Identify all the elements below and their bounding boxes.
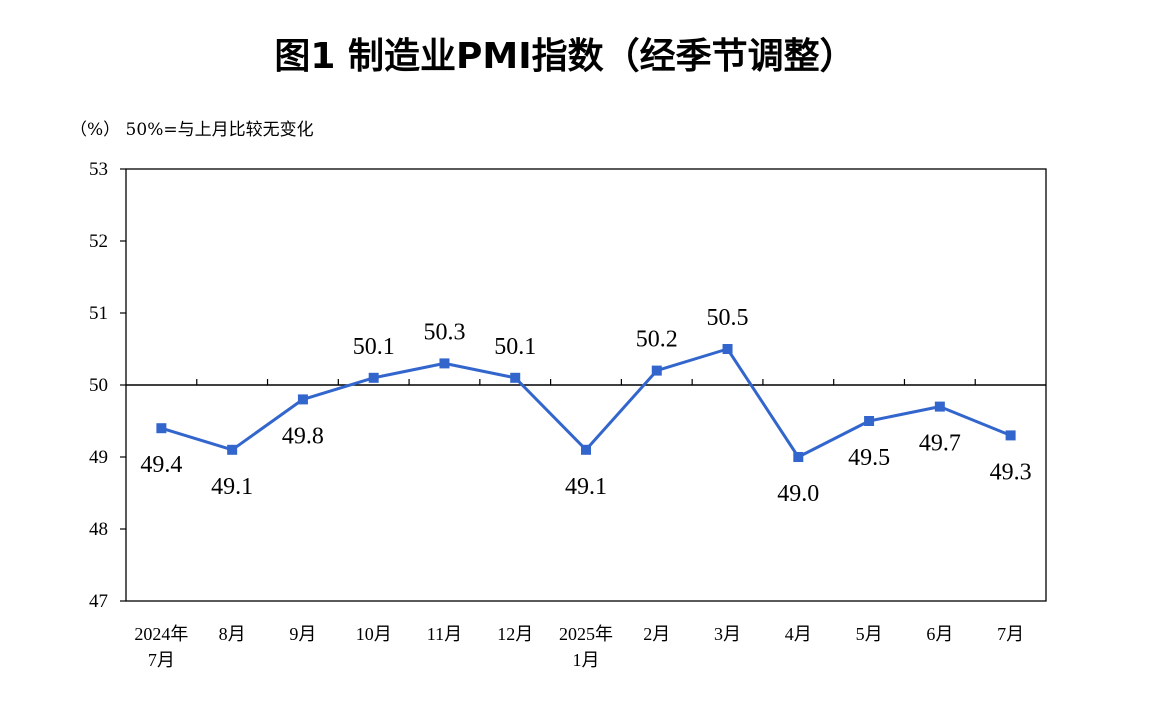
data-point-marker	[934, 401, 945, 412]
x-tick-label: 2024年	[134, 624, 188, 644]
x-tick-label: 11月	[427, 624, 462, 644]
data-point-marker	[793, 452, 804, 462]
x-tick-label: 6月	[926, 624, 953, 644]
y-tick-label: 51	[89, 303, 108, 324]
data-label: 50.5	[707, 305, 749, 331]
x-tick-label: 7月	[148, 650, 175, 670]
data-point-marker	[297, 394, 308, 405]
data-point-marker	[1005, 430, 1016, 441]
y-tick-label: 50	[89, 375, 108, 396]
y-tick-label: 52	[89, 231, 108, 252]
y-tick-label: 47	[89, 591, 108, 612]
data-label: 49.7	[919, 431, 961, 457]
data-point-marker	[227, 444, 238, 455]
data-label: 50.1	[494, 334, 536, 360]
data-point-marker	[439, 358, 450, 369]
data-label: 49.1	[565, 474, 607, 500]
x-tick-label: 10月	[356, 624, 392, 644]
data-label: 50.1	[353, 334, 395, 360]
data-label: 49.0	[777, 481, 819, 507]
x-tick-label: 9月	[289, 624, 316, 644]
data-label: 50.3	[423, 319, 465, 345]
y-tick-label: 48	[89, 519, 108, 540]
data-label: 49.8	[282, 423, 324, 449]
chart-title: 图1 制造业PMI指数（经季节调整）	[274, 36, 855, 77]
data-point-marker	[722, 344, 733, 354]
data-label: 49.4	[140, 452, 182, 478]
data-point-marker	[368, 372, 379, 383]
chart-axes: 47 48 49 50 51 52 53 2024年 7月 8月 9月 10月 11月 12月 2025年 1…	[89, 159, 1047, 670]
data-label: 49.3	[990, 459, 1032, 485]
x-tick-label: 2月	[643, 624, 670, 644]
x-tick-label: 2025年	[559, 624, 613, 644]
y-tick-label: 53	[89, 159, 108, 180]
x-tick-label: 8月	[219, 624, 246, 644]
x-tick-label: 1月	[573, 650, 600, 670]
x-tick-label: 4月	[785, 624, 812, 644]
x-tick-label: 5月	[856, 624, 883, 644]
unit-note: （%） 50%=与上月比较无变化	[70, 120, 314, 140]
data-label: 49.1	[211, 474, 253, 500]
data-point-marker	[510, 372, 521, 383]
data-point-marker	[581, 444, 591, 455]
x-tick-label: 3月	[714, 624, 741, 644]
data-point-marker	[864, 416, 875, 426]
y-tick-label: 49	[89, 447, 108, 468]
data-point-marker	[156, 423, 167, 434]
data-label: 50.2	[636, 327, 678, 353]
series-line-group: 49.4 49.1 49.8 50.1 50.3 50.1 49.1 50.2 50.5 49.0…	[140, 305, 1031, 507]
x-tick-label: 12月	[497, 624, 533, 644]
data-label: 49.5	[848, 445, 890, 471]
x-tick-label: 7月	[997, 624, 1024, 644]
data-point-marker	[651, 365, 662, 376]
